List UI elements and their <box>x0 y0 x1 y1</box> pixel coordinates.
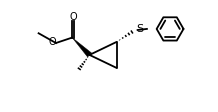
Polygon shape <box>72 38 92 57</box>
Text: S: S <box>136 24 143 34</box>
Text: O: O <box>70 12 77 22</box>
Text: O: O <box>48 37 56 47</box>
